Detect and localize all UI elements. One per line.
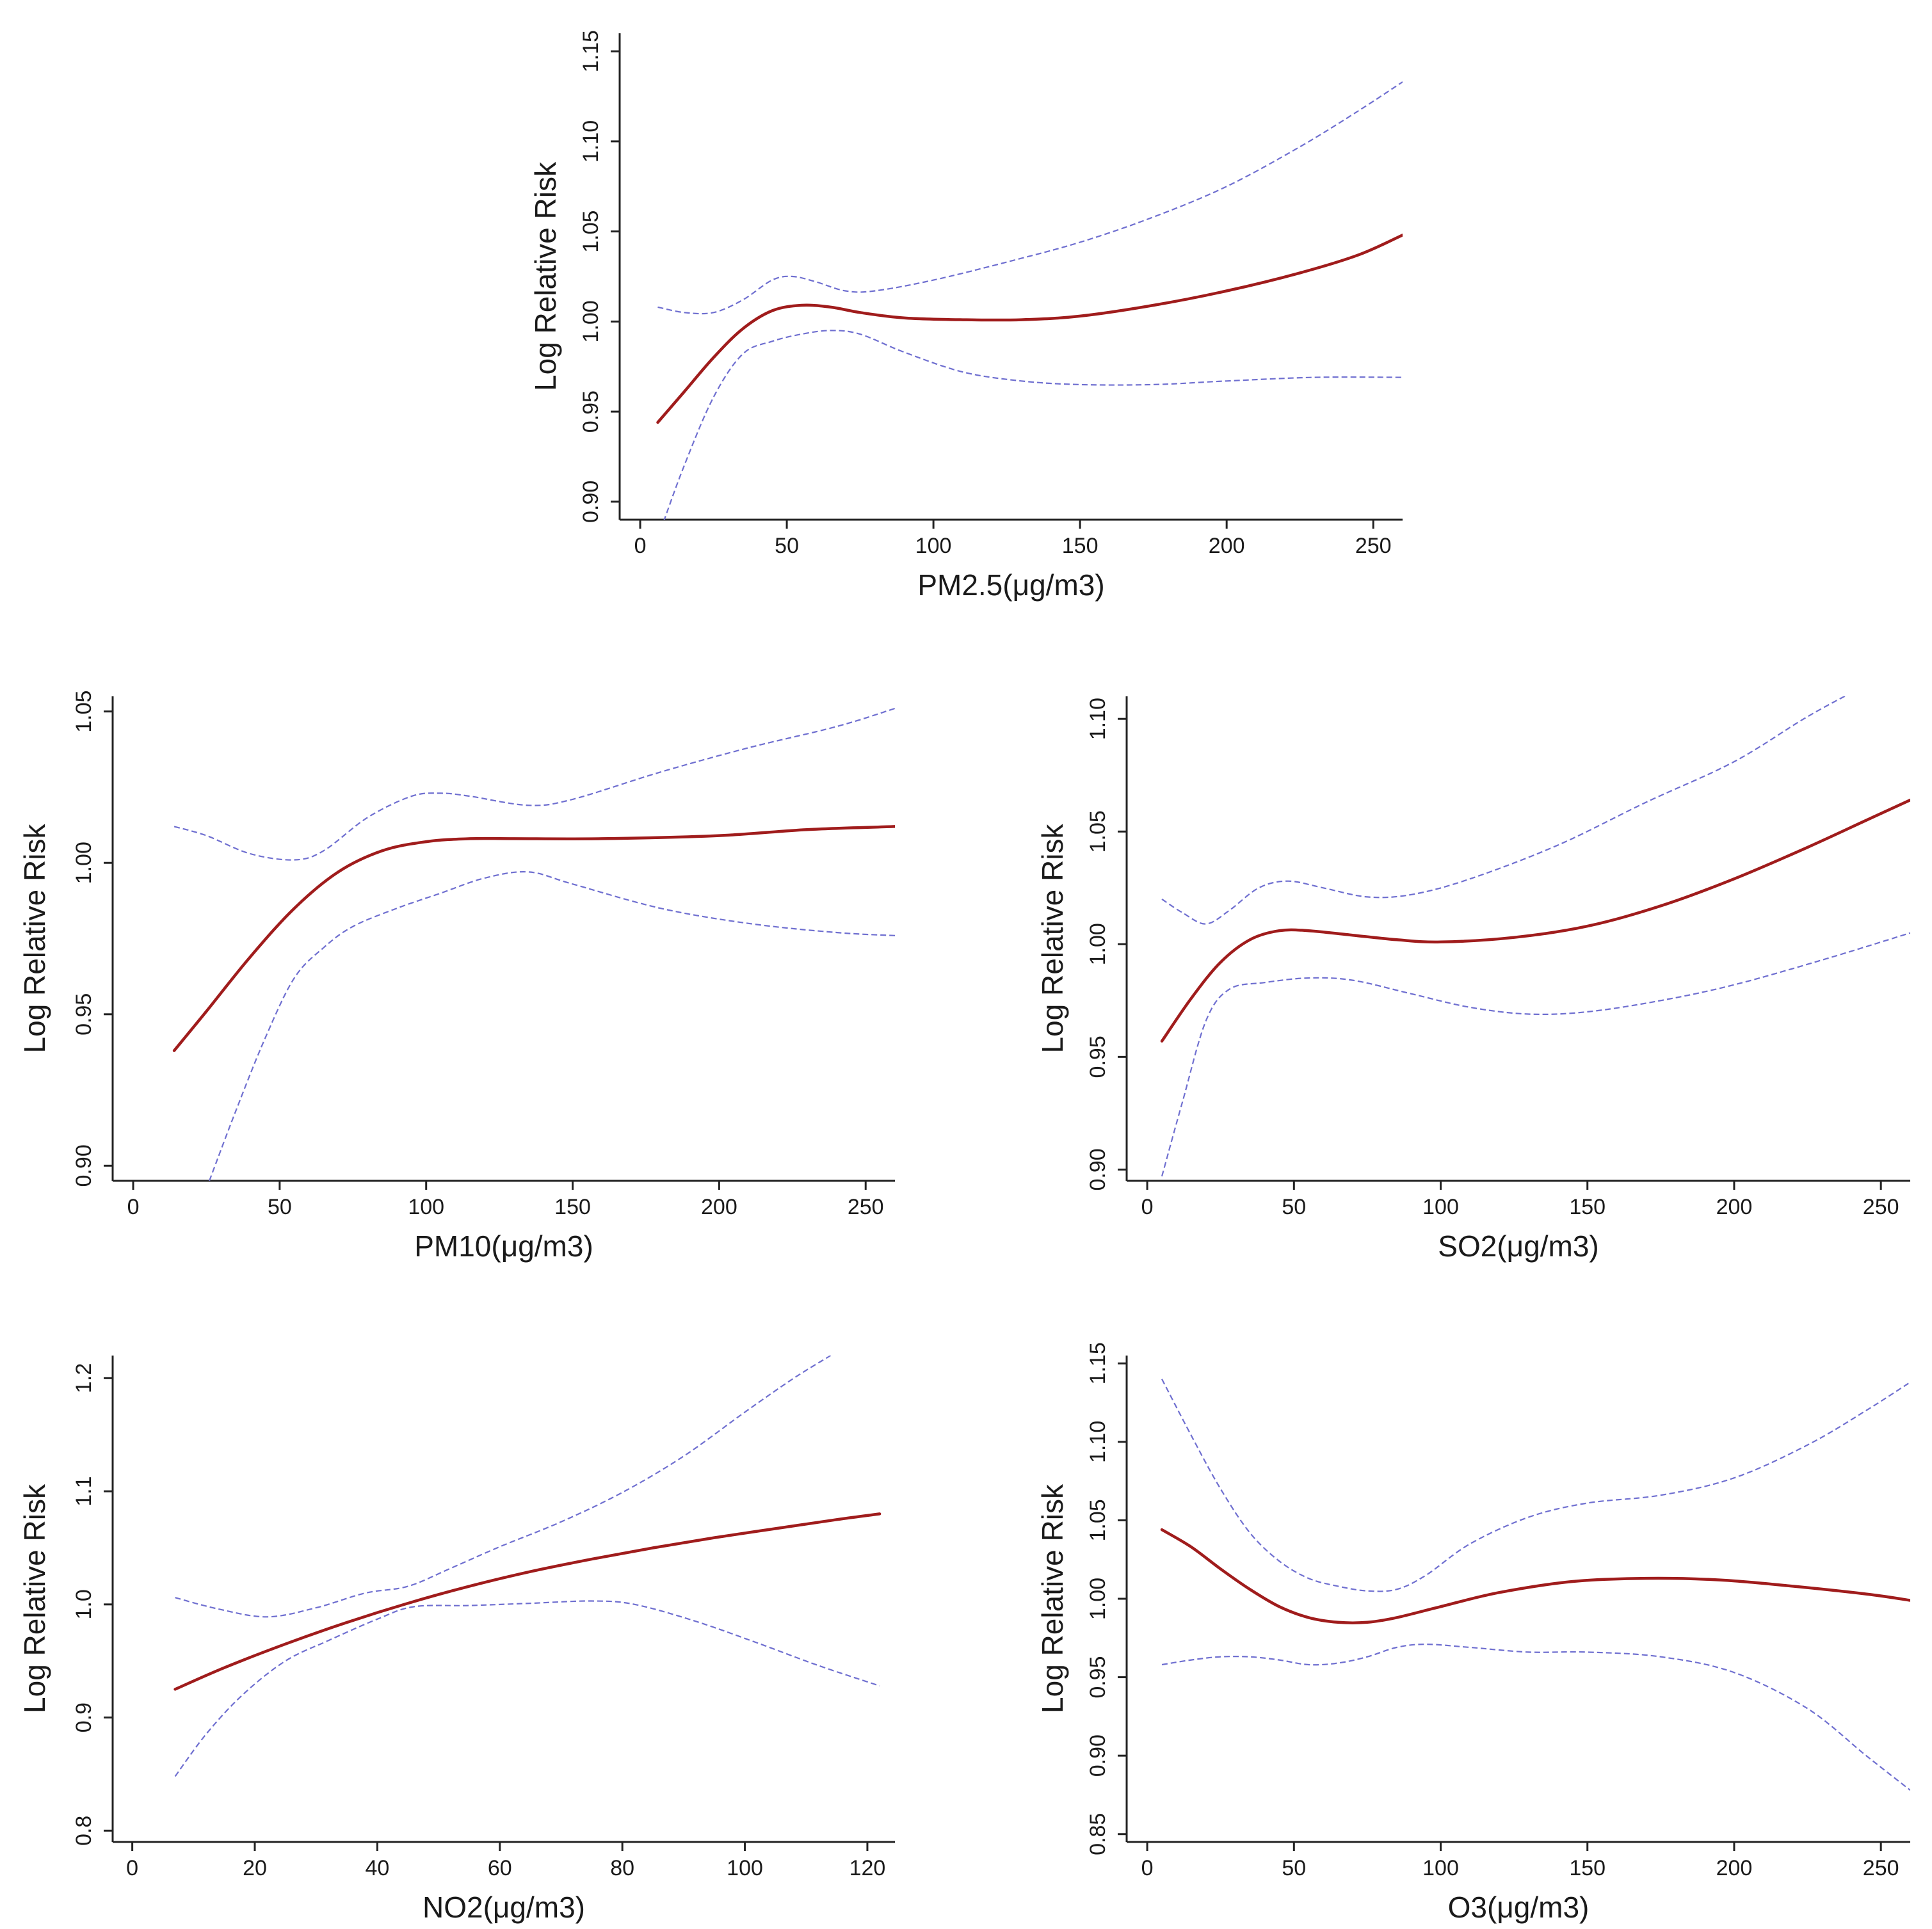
- so2-x-axis-label: SO2(μg/m3): [1438, 1229, 1598, 1263]
- pm25-x-tick-label: 250: [1355, 534, 1392, 558]
- pm10-y-tick-label: 0.95: [72, 993, 96, 1036]
- pm10-y-tick-label: 0.90: [72, 1144, 96, 1187]
- so2-x-tick-label: 50: [1282, 1195, 1306, 1219]
- o3-x-tick-label: 150: [1569, 1856, 1606, 1880]
- o3-y-tick-label: 1.05: [1086, 1499, 1110, 1541]
- pm10-y-axis-label: Log Relative Risk: [18, 824, 51, 1053]
- o3-x-axis-label: O3(μg/m3): [1448, 1891, 1590, 1924]
- no2-x-tick-label: 80: [610, 1856, 634, 1880]
- o3-x-tick-label: 50: [1282, 1856, 1306, 1880]
- so2-y-tick-label: 1.10: [1086, 698, 1110, 740]
- so2-upper-ci-line: [1161, 696, 1846, 925]
- pm25-upper-ci-line: [657, 81, 1403, 315]
- pm25-x-tick-label: 50: [775, 534, 799, 558]
- pm25-x-tick-label: 0: [634, 534, 647, 558]
- pm25-y-tick-label: 1.00: [579, 300, 603, 342]
- pm25-panel: 0 50 100 150 200 250 0.90 0.95 1.00 1.05 1.10 1.15 P…: [529, 30, 1403, 602]
- o3-y-tick-label: 0.95: [1086, 1656, 1110, 1698]
- pm10-x-tick-label: 200: [701, 1195, 737, 1219]
- pm25-x-tick-label: 100: [915, 534, 952, 558]
- no2-x-tick-label: 20: [243, 1856, 267, 1880]
- pm25-y-axis-label: Log Relative Risk: [529, 161, 562, 391]
- so2-y-axis-label: Log Relative Risk: [1036, 824, 1069, 1053]
- no2-x-tick-label: 0: [126, 1856, 138, 1880]
- o3-y-tick-label: 1.10: [1086, 1421, 1110, 1463]
- o3-estimate-line: [1160, 1528, 1910, 1624]
- so2-panel: 0 50 100 150 200 250 0.90 0.95 1.00 1.05 1.10 SO2(μ…: [1036, 696, 1910, 1263]
- no2-x-tick-label: 100: [727, 1856, 763, 1880]
- pm25-x-tick-label: 200: [1209, 534, 1245, 558]
- pm10-x-axis-label: PM10(μg/m3): [414, 1229, 593, 1263]
- pm25-x-axis-label: PM2.5(μg/m3): [917, 568, 1104, 602]
- pm10-estimate-line: [172, 825, 895, 1052]
- o3-y-tick-label: 1.15: [1086, 1342, 1110, 1384]
- so2-y-tick-label: 1.05: [1086, 810, 1110, 852]
- pm25-estimate-line: [656, 234, 1403, 424]
- pm10-x-tick-label: 50: [268, 1195, 292, 1219]
- pm10-x-tick-label: 150: [554, 1195, 591, 1219]
- pm10-series-group: [172, 707, 895, 1181]
- pm10-lower-ci-line: [208, 871, 895, 1181]
- pm10-y-tick-label: 1.00: [72, 842, 96, 884]
- no2-y-tick-label: 1.1: [72, 1476, 96, 1506]
- pm25-y-tick-label: 1.05: [579, 211, 603, 253]
- no2-x-tick-label: 60: [488, 1856, 512, 1880]
- so2-x-tick-label: 250: [1863, 1195, 1899, 1219]
- o3-lower-ci-line: [1161, 1643, 1910, 1791]
- pm25-y-tick-label: 1.10: [579, 120, 603, 163]
- o3-y-axis-label: Log Relative Risk: [1036, 1484, 1069, 1713]
- o3-panel: 0 50 100 150 200 250 0.85 0.90 0.95 1.00 1.05 1.10 1…: [1036, 1342, 1910, 1924]
- no2-y-tick-label: 0.9: [72, 1702, 96, 1733]
- pm25-y-tick-label: 0.95: [579, 390, 603, 433]
- so2-x-tick-label: 150: [1569, 1195, 1606, 1219]
- o3-y-tick-label: 0.85: [1086, 1813, 1110, 1855]
- no2-y-tick-label: 0.8: [72, 1816, 96, 1846]
- so2-x-tick-label: 100: [1422, 1195, 1459, 1219]
- so2-x-tick-label: 0: [1141, 1195, 1154, 1219]
- no2-y-axis-label: Log Relative Risk: [18, 1484, 51, 1713]
- pm25-x-tick-label: 150: [1062, 534, 1099, 558]
- o3-upper-ci-line: [1161, 1379, 1910, 1592]
- so2-estimate-line: [1160, 798, 1910, 1043]
- pm25-series-group: [656, 81, 1403, 520]
- o3-x-tick-label: 100: [1422, 1856, 1459, 1880]
- no2-x-axis-label: NO2(μg/m3): [423, 1891, 585, 1924]
- pm25-y-tick-label: 1.15: [579, 30, 603, 72]
- so2-x-tick-label: 200: [1716, 1195, 1753, 1219]
- pm10-x-tick-label: 0: [127, 1195, 140, 1219]
- o3-x-tick-label: 0: [1141, 1856, 1154, 1880]
- no2-y-tick-label: 1.2: [72, 1363, 96, 1393]
- pm10-x-tick-label: 100: [408, 1195, 444, 1219]
- so2-y-tick-label: 1.00: [1086, 923, 1110, 965]
- no2-lower-ci-line: [174, 1600, 880, 1777]
- no2-x-tick-label: 40: [365, 1856, 389, 1880]
- so2-lower-ci-line: [1161, 932, 1910, 1177]
- o3-x-tick-label: 250: [1863, 1856, 1899, 1880]
- pm25-y-tick-label: 0.90: [579, 481, 603, 523]
- no2-estimate-line: [173, 1512, 881, 1691]
- so2-y-tick-label: 0.95: [1086, 1036, 1110, 1078]
- pm10-x-tick-label: 250: [848, 1195, 884, 1219]
- o3-y-tick-label: 0.90: [1086, 1734, 1110, 1777]
- no2-y-tick-label: 1.0: [72, 1589, 96, 1619]
- pm25-lower-ci-line: [663, 330, 1403, 520]
- o3-x-tick-label: 200: [1716, 1856, 1753, 1880]
- pm10-upper-ci-line: [173, 707, 895, 861]
- no2-panel: 0 20 40 60 80 100 120 0.8 0.9 1.0 1.1 1.2 NO2(μg/m3)…: [18, 1356, 895, 1924]
- no2-x-tick-label: 120: [849, 1856, 886, 1880]
- o3-y-tick-label: 1.00: [1086, 1578, 1110, 1620]
- so2-y-tick-label: 0.90: [1086, 1148, 1110, 1190]
- no2-upper-ci-line: [175, 1356, 832, 1618]
- no2-series-group: [173, 1356, 881, 1777]
- pm10-y-tick-label: 1.05: [72, 691, 96, 733]
- o3-series-group: [1160, 1379, 1910, 1791]
- pm10-panel: 0 50 100 150 200 250 0.90 0.95 1.00 1.05 PM10(μg/m…: [18, 691, 895, 1263]
- so2-series-group: [1160, 696, 1910, 1177]
